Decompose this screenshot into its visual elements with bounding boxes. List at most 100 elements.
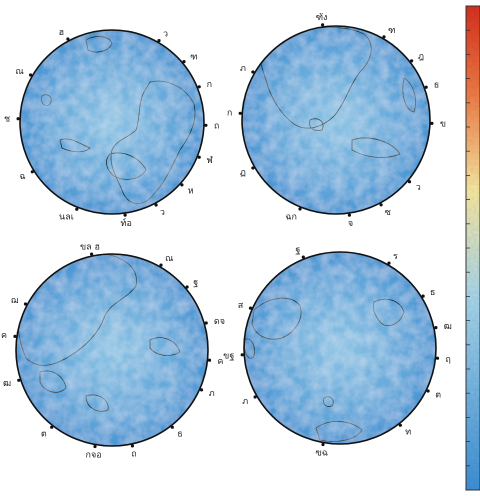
graticule-label: ร	[393, 252, 398, 262]
graticule-label: ฑัง	[316, 13, 328, 23]
land-patch-east	[402, 77, 416, 113]
land-mass-south	[315, 421, 363, 442]
rim-tick	[347, 213, 351, 217]
rim-tick	[90, 252, 94, 256]
rim-tick	[238, 111, 242, 115]
graticule-label: ฮ	[59, 28, 65, 38]
rim-tick	[50, 425, 54, 429]
land-patch-north	[85, 36, 113, 53]
graticule-label: ฒ	[3, 379, 11, 389]
ocean-fill	[20, 30, 204, 214]
graticule-label: จ	[348, 219, 353, 229]
land-patch-south	[39, 370, 67, 393]
rim-tick	[66, 37, 70, 41]
rim-tick	[410, 59, 414, 63]
graticule-label: ข	[440, 120, 446, 130]
ocean-fill	[16, 254, 208, 446]
land-archipelago	[351, 137, 401, 158]
graticule-label: ฬ	[207, 155, 214, 166]
rim-tick	[182, 60, 186, 64]
graticule-label: ภ	[240, 64, 246, 74]
rim-tick	[421, 294, 425, 298]
globe-rim	[19, 29, 205, 215]
rim-tick	[398, 423, 402, 427]
rim-tick	[251, 166, 255, 170]
island-chain	[59, 138, 91, 153]
land-strip-west-edge	[244, 338, 255, 359]
rim-tick	[407, 180, 412, 184]
rim-tick	[430, 121, 434, 125]
graticule-label: กจอ	[86, 450, 102, 460]
land-patch-east	[372, 298, 405, 326]
rim-tick	[30, 170, 34, 174]
land-mass-north-polar	[17, 254, 137, 366]
graticule-label: ฃฉ	[315, 448, 328, 458]
graticule-label: ซ	[385, 208, 391, 218]
rim-tick	[204, 321, 208, 325]
rim-tick	[298, 207, 302, 211]
rim-tick	[435, 356, 440, 360]
graticule-label: ภ	[209, 389, 215, 399]
graticule-label: ฐ	[295, 246, 300, 256]
graticule-label: ส	[238, 301, 244, 311]
graticule-label: ณ	[165, 254, 173, 264]
rim-tick	[240, 353, 244, 357]
graticule-label: ก	[207, 80, 212, 90]
rim-tick	[75, 207, 79, 211]
graticule-label: ฒ	[444, 322, 452, 332]
graticule-label: ภ	[242, 397, 248, 407]
graticule-label: ธ	[430, 288, 436, 298]
graticule-label: ธ	[177, 430, 183, 440]
rim-tick	[387, 261, 391, 265]
rim-tick	[130, 444, 134, 448]
rim-tick	[17, 378, 21, 382]
rim-tick	[199, 388, 204, 392]
land-patch-bottom	[85, 394, 109, 412]
ocean-fill	[242, 26, 430, 214]
graticule-label: ว	[160, 208, 165, 218]
graticule-label: นลเ	[59, 213, 74, 223]
graticule-label: ขฐ	[223, 351, 234, 361]
rim-tick	[180, 183, 184, 187]
rim-tick	[170, 425, 174, 429]
graticule-label: ห	[188, 186, 194, 196]
graticule-label: ค	[217, 357, 223, 367]
land-patch-west	[41, 94, 52, 106]
colorbar	[465, 5, 480, 491]
graticule-label: ท์อ	[121, 217, 132, 229]
graticule-label: ฤ	[445, 355, 450, 365]
graticule-label: ณ	[15, 67, 23, 77]
rim-tick	[301, 255, 305, 259]
rim-tick	[157, 39, 161, 43]
graticule-label: ถ	[214, 122, 219, 132]
graticule-label: ฉ	[19, 172, 25, 182]
graticule-label: ถ	[131, 450, 136, 460]
graticule-label: ช	[4, 114, 10, 124]
graticule-label: ฌ	[11, 296, 19, 306]
graticule-label: ว	[163, 30, 168, 40]
rim-tick	[23, 302, 28, 306]
rim-tick	[434, 326, 438, 330]
land-patch-center	[323, 396, 334, 407]
globe-rim	[243, 251, 437, 445]
rim-tick	[426, 389, 430, 393]
graticule-label: ฑ	[388, 26, 395, 36]
rim-tick	[382, 35, 386, 39]
rim-tick	[123, 213, 127, 217]
rim-tick	[424, 85, 428, 89]
graticule-label: ขล ฮ	[80, 242, 100, 252]
rim-tick	[16, 117, 20, 121]
graticule-label: ฏ	[240, 168, 246, 178]
rim-tick	[253, 395, 257, 399]
rim-tick	[159, 263, 163, 267]
graticule-label: ฐ	[193, 278, 198, 288]
graticule-label: ก	[227, 109, 232, 119]
island-group	[149, 337, 181, 356]
rim-tick	[251, 70, 255, 74]
ocean-fill	[244, 252, 436, 444]
rim-tick	[197, 85, 201, 89]
